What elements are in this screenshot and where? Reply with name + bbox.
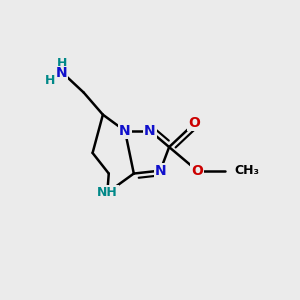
Text: NH: NH: [97, 186, 118, 199]
Text: H: H: [56, 57, 67, 70]
Text: H: H: [45, 74, 56, 87]
Text: N: N: [56, 66, 68, 80]
Text: CH₃: CH₃: [235, 164, 260, 177]
Text: O: O: [188, 116, 200, 130]
Text: N: N: [144, 124, 156, 138]
Text: N: N: [119, 124, 131, 138]
Text: N: N: [154, 164, 166, 178]
Text: O: O: [191, 164, 203, 178]
